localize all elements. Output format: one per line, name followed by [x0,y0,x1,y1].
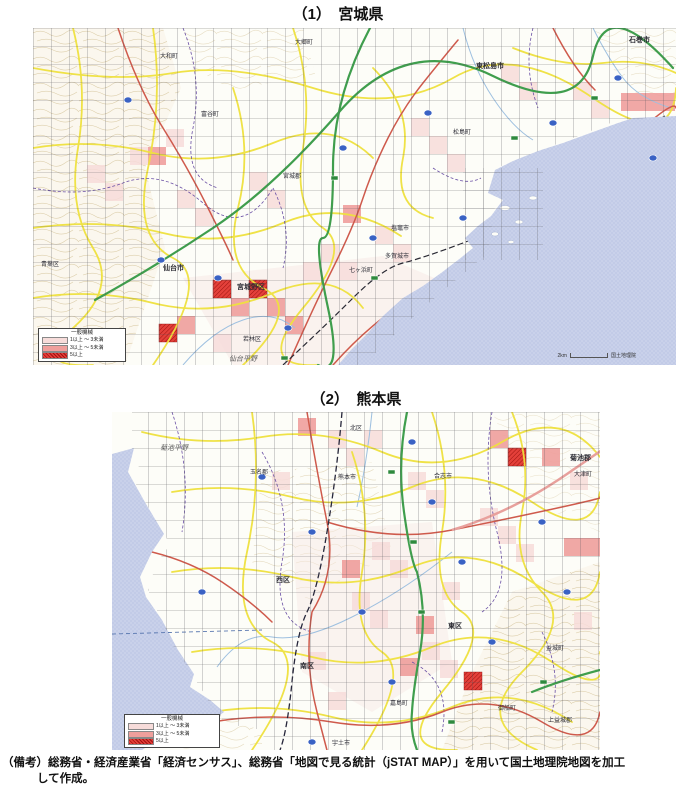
mesh-grid [132,412,600,750]
place-labels: 菊池平野 玉名郡 北区 合志市 菊池郡 大津町 熊本市 西区 東区 南区 益城町… [160,424,592,747]
place-label: 塩竈市 [391,224,409,232]
miyagi-map-canvas: 大和町 大郷町 富谷町 宮城郡 松島町 東松島市 石巻市 塩竈市 七ヶ浜町 多賀… [33,28,676,365]
place-label: 上益城郡 [548,716,572,724]
map1-legend: 一般機械 1以上 ～ 3未満 3以上 ～ 5未満 5以上 [38,327,126,362]
route-shield-icons [123,74,658,361]
place-label: 若林区 [243,335,261,343]
mesh-grid [33,28,676,365]
legend-title: 一般機械 [160,715,183,722]
map2-legend: 一般機械 1以上 ～ 3未満 3以上 ～ 5未満 5以上 [124,713,220,748]
legend-swatch-heavy [42,351,68,359]
place-label: 玉名郡 [250,468,268,476]
place-label: 松島町 [453,128,471,136]
map-kumamoto: 菊池平野 玉名郡 北区 合志市 菊池郡 大津町 熊本市 西区 東区 南区 益城町… [112,412,600,750]
place-label: 石巻市 [628,35,650,44]
legend-swatch-mid [42,344,68,352]
place-label: 嘉島町 [390,699,408,707]
legend-swatch-mid [128,730,154,738]
legend-item: 1以上 ～ 3未満 [42,337,122,345]
scale-bar: 2km 国土地理院 [557,352,636,360]
place-label: 宮城郡 [283,172,301,180]
legend-title: 一般機械 [70,329,93,336]
place-label: 仙台平野 [229,355,258,363]
place-label: 青葉区 [41,260,59,268]
place-label: 御船町 [498,704,516,712]
legend-item: 5以上 [42,352,122,359]
kumamoto-map-canvas: 菊池平野 玉名郡 北区 合志市 菊池郡 大津町 熊本市 西区 東区 南区 益城町… [112,412,600,750]
legend-swatch-light [128,723,154,731]
source-note-line2: して作成。 [37,772,95,785]
place-label: 東松島市 [476,61,504,70]
place-label: 東区 [448,621,462,630]
legend-swatch-light [42,337,68,345]
legend-item: 3以上 ～ 5未満 [128,731,216,738]
place-label: 西区 [276,576,290,584]
sea-area [112,448,224,750]
route-shield-icons [197,438,572,746]
place-label: 南区 [300,661,314,670]
place-label: 菊池平野 [160,444,189,452]
place-labels: 大和町 大郷町 富谷町 宮城郡 松島町 東松島市 石巻市 塩竈市 七ヶ浜町 多賀… [41,35,650,363]
scale-label: 2km [557,352,567,359]
place-label: 合志市 [434,472,452,480]
legend-swatch-heavy [128,737,154,745]
legend-item: 5以上 [128,738,216,745]
source-note: （備考）総務省・経済産業省「経済センサス」、総務省「地図で見る統計（jSTAT … [2,756,674,787]
source-note-line1: （備考）総務省・経済産業省「経済センサス」、総務省「地図で見る統計（jSTAT … [2,757,626,769]
place-label: 仙台市 [163,263,184,272]
place-label: 大津町 [574,470,592,478]
place-label: 多賀城市 [385,252,409,260]
place-label: 菊池郡 [569,453,591,462]
place-label: 北区 [350,424,362,432]
place-label: 宮城野区 [237,282,265,291]
map-miyagi: 大和町 大郷町 富谷町 宮城郡 松島町 東松島市 石巻市 塩竈市 七ヶ浜町 多賀… [33,28,676,365]
map2-title: （2） 熊本県 [310,391,402,408]
attribution-label: 国土地理院 [610,353,636,359]
map1-title: （1） 宮城県 [292,6,384,23]
place-label: 熊本市 [338,473,356,481]
legend-item: 3以上 ～ 5未満 [42,345,122,352]
place-label: 益城町 [546,644,564,652]
place-label: 富谷町 [201,110,219,118]
place-label: 七ヶ浜町 [349,266,373,274]
place-label: 宇土市 [332,739,350,747]
place-label: 大和町 [160,52,178,60]
scale-bar-line [569,353,608,358]
legend-item: 1以上 ～ 3未満 [128,723,216,731]
place-label: 大郷町 [295,38,313,46]
